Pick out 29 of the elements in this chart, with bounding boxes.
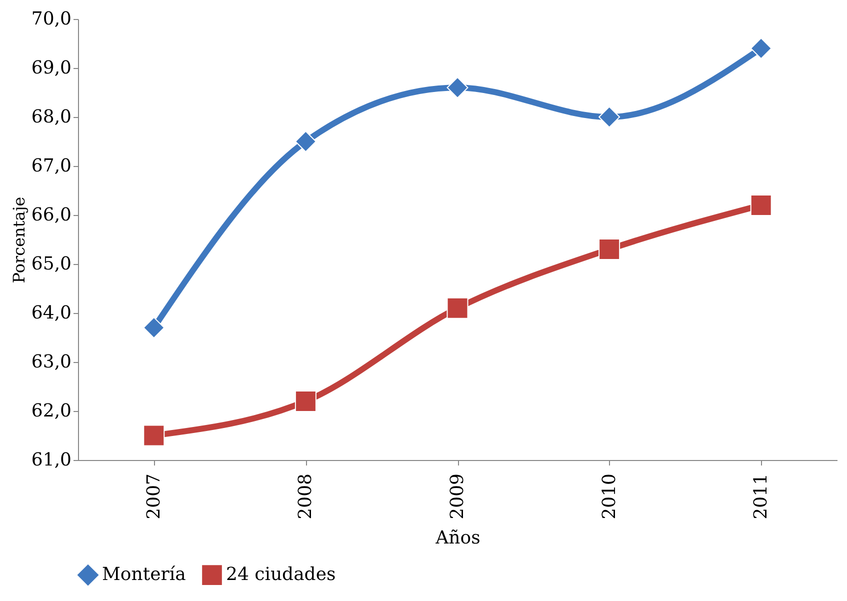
x-tick-label: 2011 (750, 474, 772, 520)
y-tick-label: 69,0 (31, 58, 72, 78)
x-tick-label: 2008 (295, 474, 316, 520)
point (598, 238, 620, 260)
y-tick-label: 64,0 (31, 302, 72, 324)
y-tick-label: 70,0 (31, 8, 72, 30)
y-tick-label: 65,0 (31, 254, 72, 274)
point (598, 106, 620, 128)
point (750, 38, 772, 60)
y-tick-label: 62,0 (31, 400, 72, 422)
point (750, 194, 772, 216)
point (294, 130, 316, 152)
x-tick-label: 2010 (598, 474, 620, 520)
point (294, 390, 316, 412)
y-tick-label: 67,0 (31, 156, 72, 176)
x-axis-title: Años (434, 527, 480, 548)
legend-label: 24 ciudades (226, 564, 336, 586)
x-tick-label: 2009 (447, 474, 468, 520)
legend-label: Montería (102, 564, 186, 586)
point (143, 316, 165, 338)
y-axis-title: Porcentaje (9, 196, 28, 284)
point (446, 76, 468, 98)
y-tick-label: 68,0 (31, 106, 72, 128)
y-tick-label: 66,0 (31, 204, 72, 226)
y-tick-label: 63,0 (31, 352, 72, 372)
point (446, 297, 468, 319)
y-tick-label: 61,0 (31, 450, 72, 470)
point (143, 424, 165, 446)
x-tick-label: 2007 (143, 474, 164, 520)
